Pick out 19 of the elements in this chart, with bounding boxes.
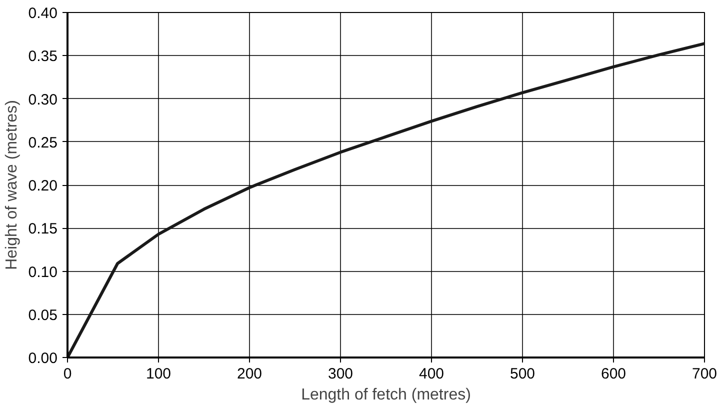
y-tick-label: 0.20 — [28, 178, 58, 194]
x-tick-label: 100 — [146, 366, 172, 382]
x-tick-label: 200 — [236, 366, 262, 382]
y-tick-label: 0.30 — [28, 91, 58, 108]
x-tick-label: 600 — [600, 366, 626, 382]
x-tick-label: 400 — [418, 366, 444, 382]
y-tick-label: 0.10 — [28, 264, 58, 281]
x-tick-label: 500 — [510, 366, 536, 382]
y-tick-label: 0.35 — [28, 48, 58, 66]
y-tick-label: 0.15 — [28, 220, 58, 238]
x-tick-label: 0 — [63, 366, 72, 382]
y-tick-label: 0.00 — [28, 350, 58, 367]
y-tick-label: 0.05 — [28, 306, 58, 324]
y-tick-label: 0.25 — [28, 134, 58, 152]
x-tick-label: 700 — [692, 366, 718, 382]
x-axis-title: Length of fetch (metres) — [301, 386, 471, 404]
x-tick-label: 300 — [328, 366, 354, 382]
y-tick-label: 0.40 — [28, 5, 58, 22]
y-axis-title: Height of wave (metres) — [3, 100, 20, 270]
